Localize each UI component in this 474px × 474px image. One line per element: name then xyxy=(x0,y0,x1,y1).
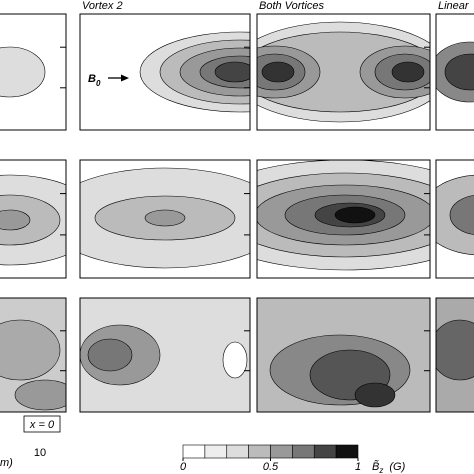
contour xyxy=(391,61,425,83)
panel-frame xyxy=(256,297,431,413)
contour xyxy=(334,206,376,224)
contour xyxy=(354,382,396,408)
contour-panel xyxy=(436,160,474,278)
panel-frame xyxy=(256,159,431,279)
panel-frame xyxy=(79,159,251,279)
contour xyxy=(444,53,474,91)
contour-panel xyxy=(257,14,430,130)
contour-panel xyxy=(0,160,66,278)
colorbar-swatch xyxy=(292,444,315,459)
marker-box xyxy=(23,415,61,433)
contour-panel xyxy=(0,298,66,412)
b0-arrowhead xyxy=(121,74,129,82)
colorbar-swatch xyxy=(204,444,228,459)
panel-frame xyxy=(79,13,251,131)
panel-frame xyxy=(435,297,474,413)
colorbar-tick-label: 1 xyxy=(355,461,361,473)
x-marker: x = 0 xyxy=(29,419,55,431)
axis-tick-label: 10 xyxy=(34,447,46,459)
contour xyxy=(261,61,295,83)
contour-panel xyxy=(436,298,474,412)
panel-frame xyxy=(435,159,474,279)
contour xyxy=(87,338,133,372)
contour xyxy=(436,319,474,381)
panel-frame xyxy=(0,159,67,279)
contour xyxy=(144,209,186,227)
colorbar-swatch xyxy=(226,444,249,459)
colorbar-swatch xyxy=(248,444,271,459)
contour xyxy=(449,195,474,235)
contour xyxy=(14,379,66,411)
contour-panel xyxy=(0,14,66,130)
panel-frame xyxy=(0,297,67,413)
contour-panel xyxy=(257,160,430,278)
colorbar-label: B̃z (G) xyxy=(372,460,406,474)
panel-frame xyxy=(79,297,251,413)
b0-sub: 0 xyxy=(96,79,101,88)
contour-panel xyxy=(80,298,250,412)
panel-frame xyxy=(435,13,474,131)
contour-panel xyxy=(436,14,474,130)
colorbar-swatch xyxy=(335,444,359,459)
colorbar-tick-label: 0 xyxy=(180,461,187,473)
panel-frame xyxy=(0,13,67,131)
contour-panel xyxy=(257,298,430,412)
contour xyxy=(0,319,61,381)
contour xyxy=(222,341,248,379)
panel-title: Vortex 2 xyxy=(82,0,123,12)
cb-sub: z xyxy=(378,466,383,474)
colorbar-swatch xyxy=(182,444,206,459)
panels xyxy=(0,13,474,413)
contour-panel xyxy=(80,160,250,278)
cb-main: B̃ xyxy=(372,460,379,473)
panel-title: Linear xyxy=(438,0,470,12)
axis-label: m) xyxy=(0,457,13,469)
colorbar-tick-label: 0.5 xyxy=(263,461,279,473)
colorbar: 0 0.5 1 xyxy=(180,444,361,473)
colorbar-swatch xyxy=(313,444,337,459)
contour xyxy=(80,298,250,412)
contour-panel xyxy=(80,14,250,130)
b0-main: B xyxy=(88,73,96,85)
panel-frame xyxy=(256,13,431,131)
contour xyxy=(0,46,46,98)
cb-unit: (G) xyxy=(389,461,405,473)
colorbar-swatch xyxy=(270,444,293,459)
b0-label: B0 xyxy=(88,73,101,88)
contour xyxy=(214,61,250,83)
panel-title: Both Vortices xyxy=(259,0,325,12)
contour xyxy=(0,209,31,231)
